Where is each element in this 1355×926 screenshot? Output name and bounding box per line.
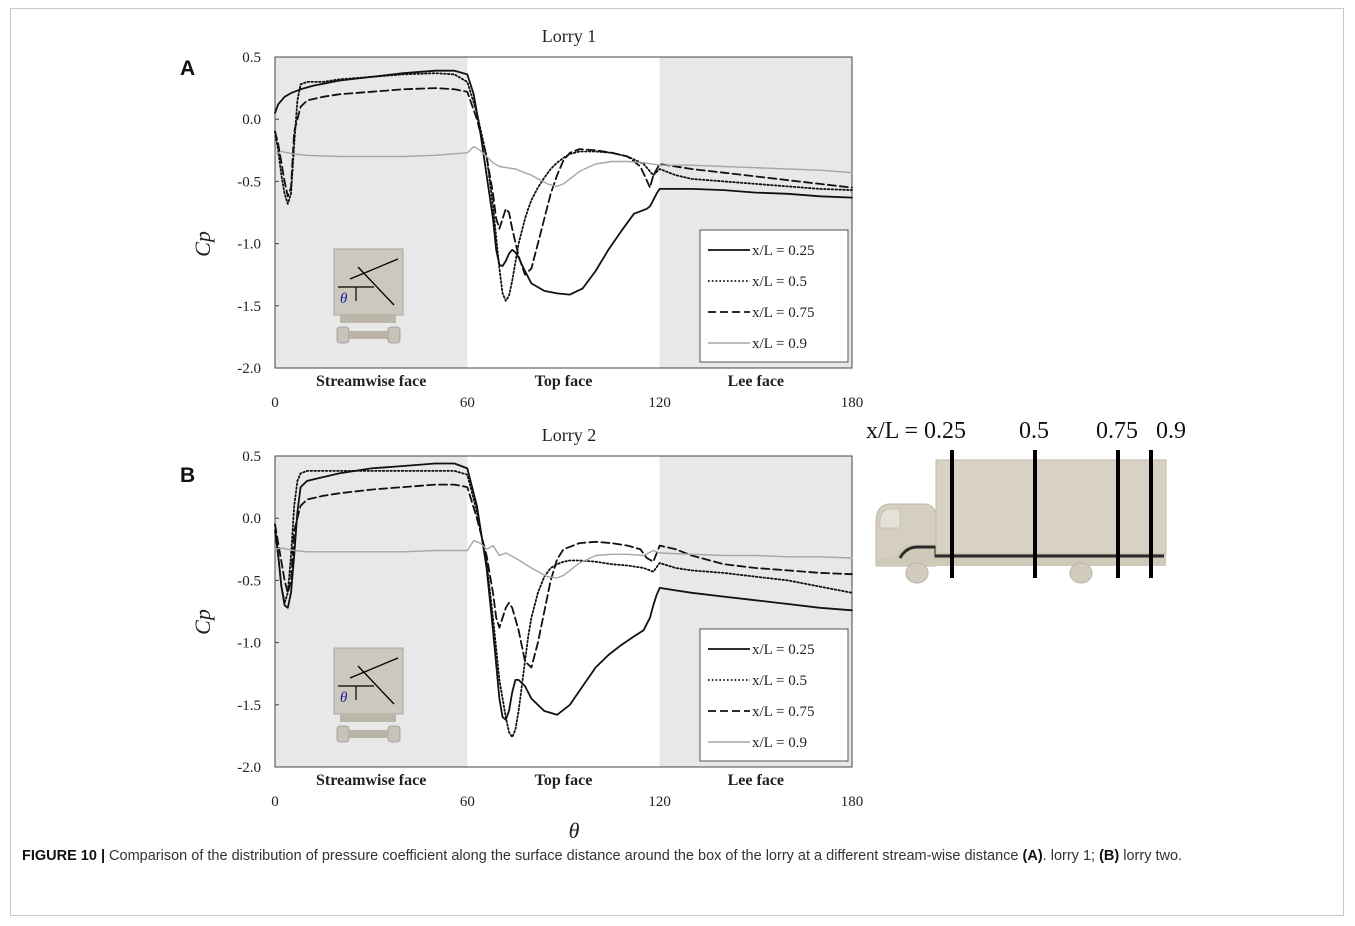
- caption-panel-ref: (B): [1099, 848, 1120, 864]
- panel-label: B: [180, 464, 195, 487]
- caption-text: Comparison of the distribution of pressu…: [105, 848, 1023, 864]
- series-line: [274, 87, 853, 276]
- figure-caption: FIGURE 10 | Comparison of the distributi…: [22, 846, 1322, 866]
- lorry-schematic: x/L = 0.25 0.5 0.75 0.9: [866, 418, 1186, 584]
- inset-axle: [349, 331, 388, 339]
- x-tick-label: 120: [648, 794, 671, 810]
- inset-angle-line: [357, 266, 395, 306]
- legend-label: x/L = 0.5: [752, 274, 807, 290]
- inset-angle-line: [349, 657, 399, 679]
- legend-box: [699, 229, 849, 363]
- inset-angle-label: θ: [340, 690, 348, 706]
- caption-text: lorry two.: [1119, 848, 1183, 864]
- lorry-chassis-line: [898, 545, 1164, 559]
- caption-label: FIGURE 10 |: [22, 848, 106, 864]
- caption-panel-ref: (A): [1022, 848, 1043, 864]
- x-tick-label: 0: [271, 794, 279, 810]
- region-label: Lee face: [728, 373, 784, 390]
- series-line: [274, 462, 853, 721]
- x-tick-label: 60: [460, 395, 475, 411]
- plot-frame: [274, 56, 853, 369]
- legend-label: x/L = 0.25: [752, 243, 814, 259]
- series-line: [274, 483, 853, 669]
- y-tick-label: -0.5: [237, 573, 261, 589]
- x-axis-label: θ: [569, 818, 580, 843]
- y-tick-label: 0.5: [242, 50, 261, 66]
- y-tick-label: 0.0: [242, 112, 261, 128]
- x-tick-label: 120: [648, 395, 671, 411]
- inset-chassis: [340, 714, 396, 722]
- schematic-label: 0.75: [1096, 418, 1138, 444]
- y-tick-label: -1.5: [237, 698, 261, 714]
- x-tick-label: 0: [271, 395, 279, 411]
- series-line: [274, 539, 853, 579]
- y-tick-label: 0.0: [242, 511, 261, 527]
- region-label: Top face: [535, 373, 593, 390]
- figure-frame: [10, 8, 1344, 916]
- region-label: Streamwise face: [316, 772, 426, 789]
- region-label: Lee face: [728, 772, 784, 789]
- legend-label: x/L = 0.5: [752, 673, 807, 689]
- lorry-wheel-rear: [1069, 562, 1093, 584]
- y-tick-label: -1.0: [237, 636, 261, 652]
- chart-title: Lorry 2: [542, 425, 596, 445]
- plot-frame: [274, 455, 853, 768]
- y-tick-label: -2.0: [237, 361, 261, 377]
- series-line: [274, 470, 853, 738]
- chart-title: Lorry 1: [542, 26, 596, 46]
- inset-wheel: [387, 725, 401, 743]
- lorry-box: [935, 459, 1167, 555]
- plot-area: Streamwise face Top face Lee face 0.5 0.0 -0.…: [237, 50, 863, 411]
- inset-axle: [349, 730, 388, 738]
- inset-wheel: [336, 326, 350, 344]
- series-line: [274, 145, 853, 188]
- caption-text: . lorry 1;: [1042, 848, 1100, 864]
- legend-label: x/L = 0.75: [752, 704, 814, 720]
- panel-label: A: [180, 57, 195, 80]
- inset-angle-line: [357, 665, 395, 705]
- y-axis-label: Cp: [190, 609, 215, 635]
- y-tick-label: -1.0: [237, 237, 261, 253]
- panel-a: A Lorry 1 Cp Streamwise face Top face Lee …: [180, 26, 863, 411]
- plot-area: Streamwise face Top face Lee face 0.5 0.0 -0.…: [237, 449, 863, 810]
- region-label: Streamwise face: [316, 373, 426, 390]
- panel-b: B Lorry 2 Cp θ Streamwise face Top face Le…: [180, 425, 863, 843]
- lorry-cab-window: [879, 508, 901, 529]
- inset-box-face: [333, 248, 404, 316]
- legend-label: x/L = 0.25: [752, 642, 814, 658]
- schematic-label-first: x/L = 0.25: [866, 418, 966, 444]
- inset-box-face: [333, 647, 404, 715]
- y-tick-label: -2.0: [237, 760, 261, 776]
- y-tick-label: -1.5: [237, 299, 261, 315]
- y-tick-label: 0.5: [242, 449, 261, 465]
- region-label: Top face: [535, 772, 593, 789]
- legend-label: x/L = 0.9: [752, 336, 807, 352]
- schematic-label: 0.9: [1156, 418, 1186, 444]
- inset-angle-label: θ: [340, 291, 348, 307]
- schematic-label: 0.5: [1019, 418, 1049, 444]
- x-tick-label: 180: [841, 395, 864, 411]
- lorry-wheel-front: [905, 562, 929, 584]
- x-tick-label: 60: [460, 794, 475, 810]
- x-tick-label: 180: [841, 794, 864, 810]
- inset-angle-line: [349, 258, 399, 280]
- legend-box: [699, 628, 849, 762]
- y-axis-label: Cp: [190, 231, 215, 257]
- inset-chassis: [340, 315, 396, 323]
- series-line: [274, 72, 853, 302]
- y-tick-label: -0.5: [237, 174, 261, 190]
- inset-wheel: [336, 725, 350, 743]
- inset-wheel: [387, 326, 401, 344]
- legend-label: x/L = 0.9: [752, 735, 807, 751]
- legend-label: x/L = 0.75: [752, 305, 814, 321]
